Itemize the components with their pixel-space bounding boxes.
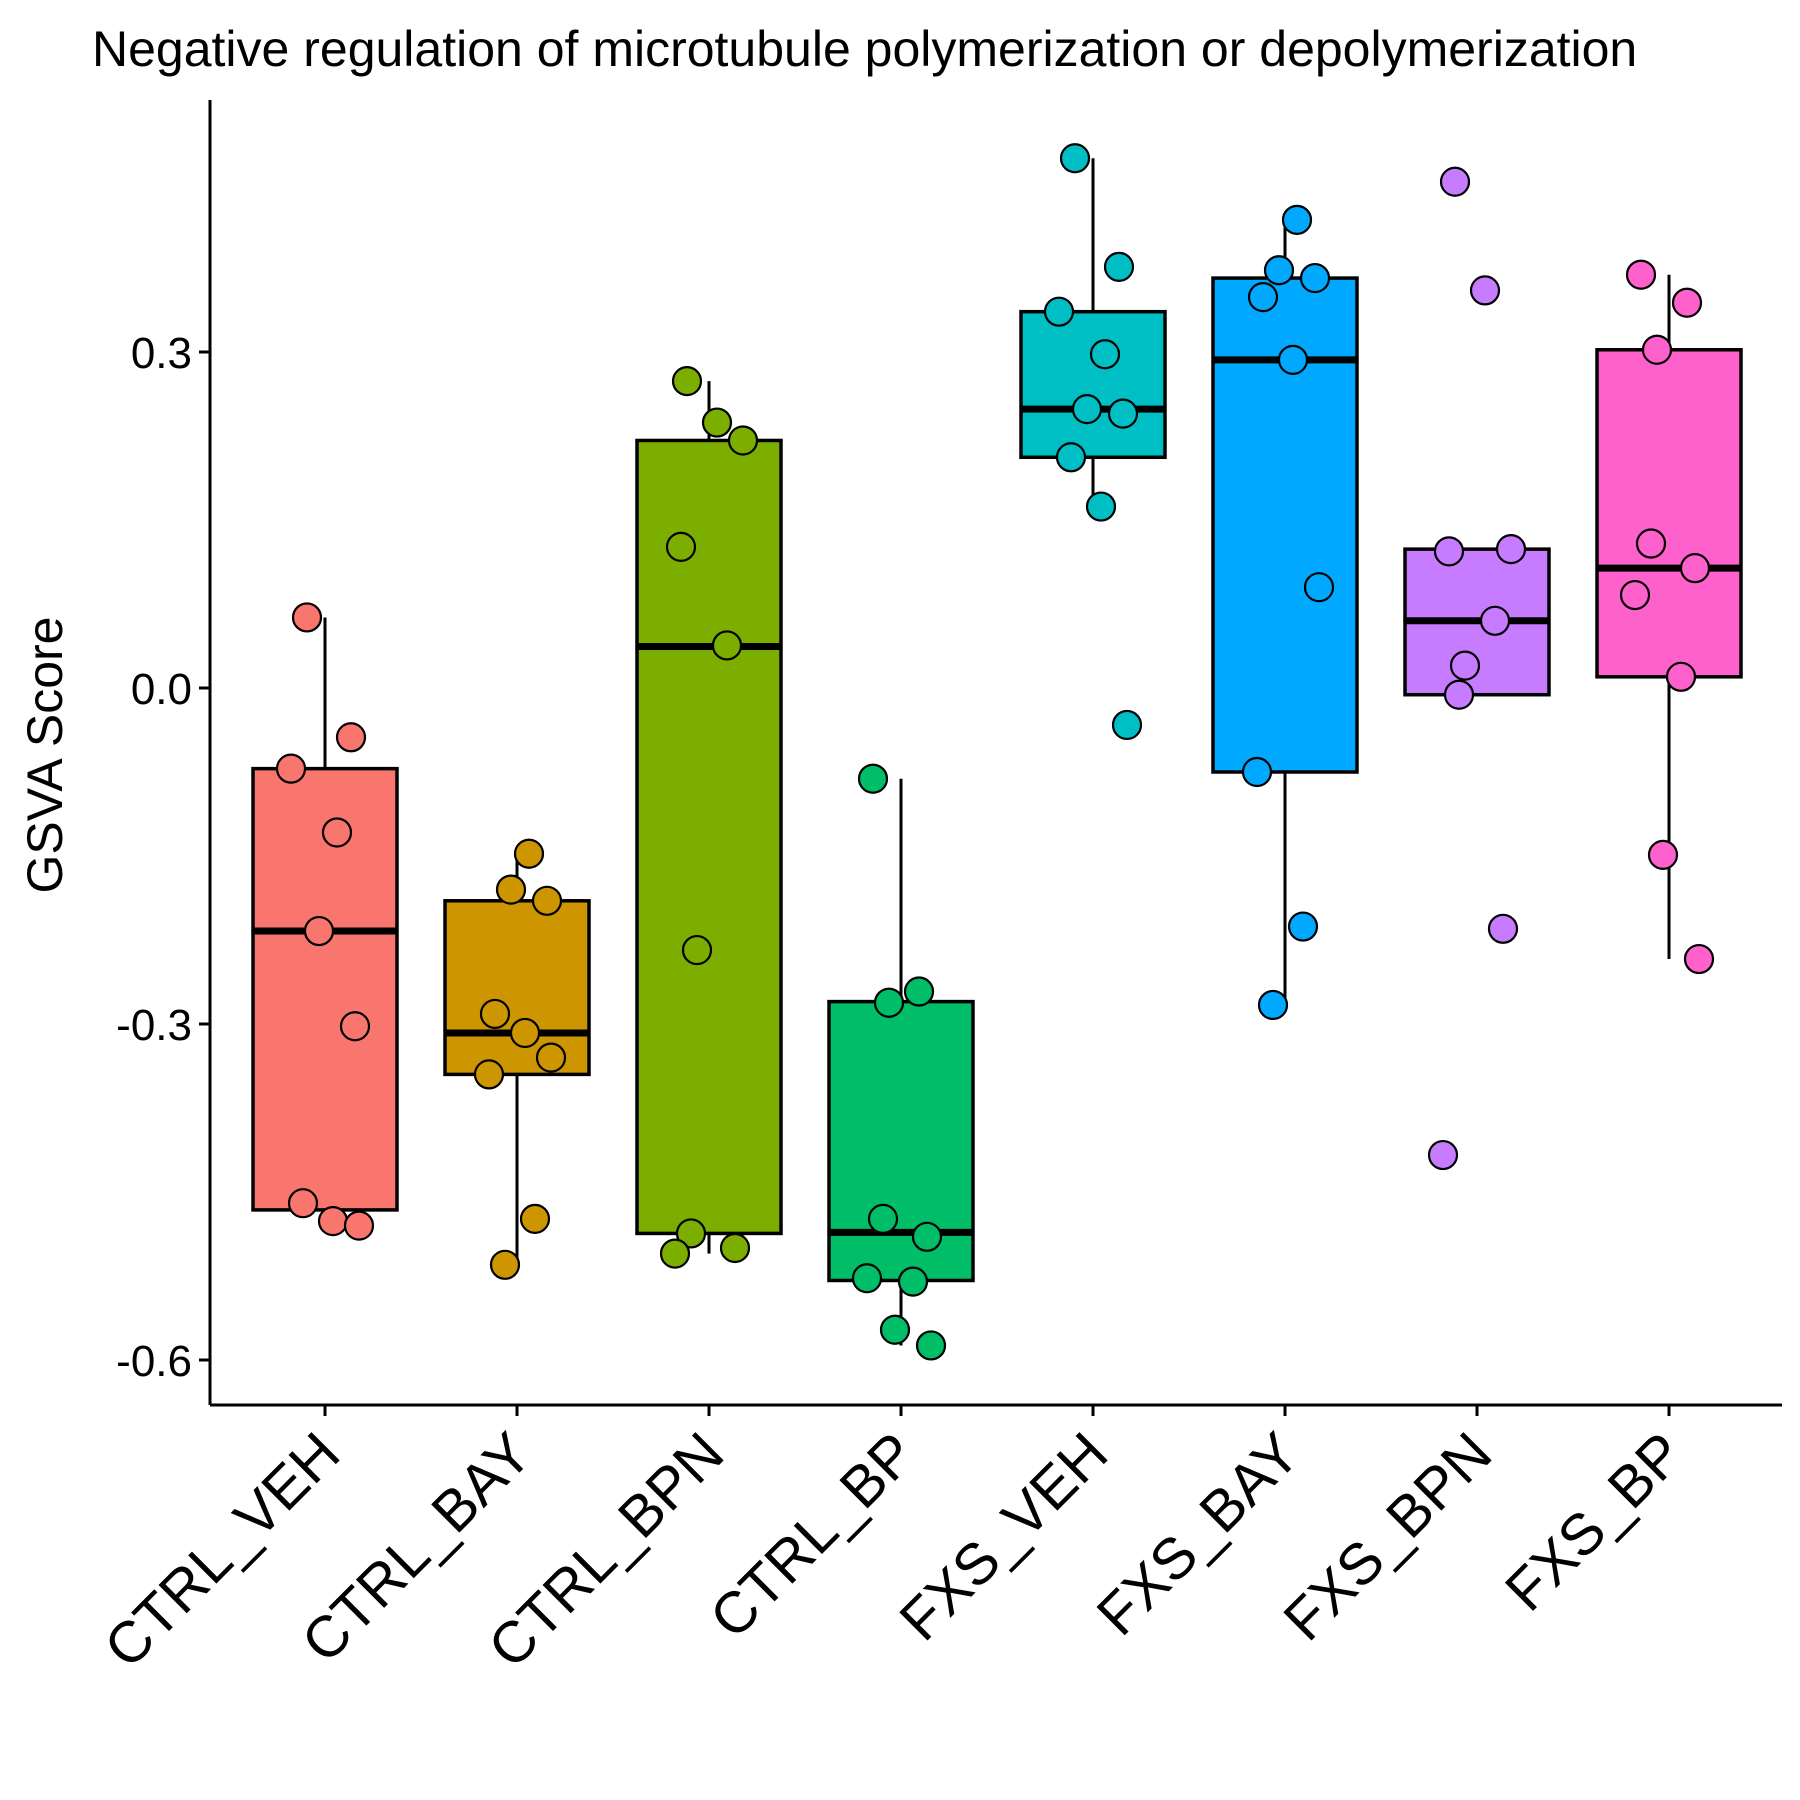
data-point	[339, 1011, 371, 1042]
data-point	[1085, 491, 1117, 522]
data-point	[495, 874, 527, 905]
data-point	[671, 366, 703, 397]
data-point	[1683, 943, 1715, 975]
data-point	[1089, 339, 1121, 370]
data-point	[1287, 911, 1319, 942]
data-point	[867, 1203, 899, 1234]
data-point	[1059, 143, 1091, 174]
data-point	[343, 1210, 375, 1241]
box	[1595, 348, 1743, 679]
data-point	[1111, 709, 1143, 741]
data-point	[659, 1238, 691, 1269]
data-point	[897, 1266, 929, 1297]
data-point	[335, 722, 367, 753]
y-axis-label: GSVA Score	[17, 617, 73, 894]
box	[635, 438, 783, 1236]
box-group-fxs-bay	[1211, 204, 1359, 1021]
data-point	[519, 1203, 551, 1234]
data-point	[1241, 756, 1273, 788]
data-point	[1257, 989, 1289, 1021]
box-group-ctrl-veh	[251, 602, 399, 1241]
data-point	[681, 934, 713, 966]
chart-title: Negative regulation of microtubule polym…	[92, 21, 1637, 77]
y-tick-label: -0.3	[116, 1001, 192, 1050]
data-point	[1619, 579, 1651, 611]
data-point	[509, 1017, 541, 1049]
data-point	[1299, 262, 1331, 294]
data-point	[1263, 255, 1295, 286]
data-point	[1247, 282, 1279, 313]
data-point	[1479, 605, 1511, 636]
data-point	[711, 630, 743, 661]
data-point	[473, 1059, 505, 1090]
data-point	[903, 976, 935, 1007]
data-point	[1107, 398, 1139, 429]
data-point	[1043, 296, 1075, 327]
data-point	[1071, 394, 1103, 425]
data-point	[915, 1330, 947, 1361]
data-point	[1449, 650, 1481, 681]
data-point	[1433, 536, 1465, 567]
data-point	[1635, 528, 1667, 559]
data-point	[675, 1218, 707, 1249]
box-group-ctrl-bay	[443, 838, 591, 1280]
data-point	[531, 885, 563, 916]
data-point	[1055, 442, 1087, 473]
data-point	[489, 1249, 521, 1280]
data-point	[1495, 534, 1527, 565]
data-point	[1281, 204, 1313, 235]
box-group-fxs-bp	[1595, 259, 1743, 975]
data-point	[291, 602, 323, 633]
data-point	[1641, 334, 1673, 365]
data-point	[321, 817, 353, 848]
box	[827, 999, 975, 1283]
data-point	[719, 1232, 751, 1264]
data-point	[535, 1042, 567, 1073]
data-point	[1427, 1139, 1459, 1171]
data-point	[1277, 344, 1309, 375]
box-group-ctrl-bpn	[635, 366, 783, 1269]
data-point	[1671, 287, 1703, 318]
y-tick-label: -0.6	[116, 1337, 192, 1386]
data-point	[513, 838, 545, 869]
data-point	[1439, 166, 1471, 197]
data-point	[701, 407, 733, 438]
box-group-fxs-veh	[1019, 143, 1167, 741]
data-point	[1647, 839, 1679, 870]
data-point	[1443, 679, 1475, 710]
x-tick-label: FXS_BP	[1493, 1420, 1696, 1623]
box	[1019, 309, 1167, 460]
plot-area: -0.6-0.30.00.3CTRL_VEHCTRL_BAYCTRL_BPNCT…	[92, 100, 1782, 1680]
data-point	[1303, 572, 1335, 603]
data-point	[1487, 913, 1519, 944]
data-point	[287, 1188, 319, 1219]
data-point	[303, 915, 335, 947]
data-point	[1469, 275, 1501, 306]
data-point	[1679, 553, 1711, 584]
data-point	[665, 531, 697, 562]
data-point	[479, 998, 511, 1030]
data-point	[873, 987, 905, 1018]
data-point	[275, 753, 307, 784]
x-tick-label: CTRL_BP	[698, 1420, 929, 1651]
data-point	[317, 1206, 349, 1237]
box	[443, 899, 591, 1077]
box-group-ctrl-bp	[827, 763, 975, 1361]
y-tick-label: 0.0	[131, 665, 192, 714]
box-group-fxs-bpn	[1403, 166, 1551, 1171]
data-point	[727, 425, 759, 456]
data-point	[1625, 259, 1657, 290]
data-point	[911, 1221, 943, 1252]
data-point	[1103, 251, 1135, 282]
data-point	[879, 1314, 911, 1345]
x-tick-label: FXS_BPN	[1271, 1420, 1504, 1653]
data-point	[857, 763, 889, 794]
data-point	[851, 1263, 883, 1294]
data-point	[1665, 661, 1697, 692]
x-tick-label: FXS_VEH	[887, 1420, 1120, 1653]
y-tick-label: 0.3	[131, 329, 192, 378]
